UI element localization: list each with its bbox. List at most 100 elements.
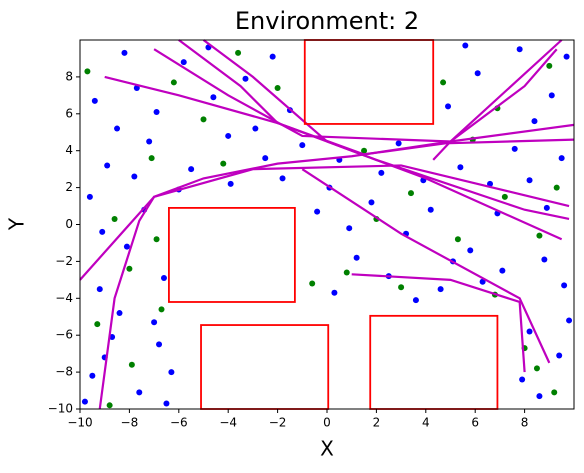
point: [407, 190, 414, 197]
y-tick-label: 8: [65, 69, 73, 83]
point: [368, 199, 375, 206]
y-tick-label: 4: [65, 143, 73, 157]
chart-title: Environment: 2: [235, 7, 419, 35]
x-tick-label: −2: [269, 416, 287, 430]
path-line: [98, 48, 558, 410]
point: [126, 265, 133, 272]
point: [309, 280, 316, 287]
point: [516, 46, 523, 53]
point: [378, 169, 385, 176]
point: [462, 42, 469, 49]
point: [440, 79, 447, 86]
point: [106, 402, 113, 409]
point: [531, 118, 538, 125]
point: [353, 254, 360, 261]
y-tick-label: 2: [65, 180, 73, 194]
x-axis-label: X: [320, 437, 334, 461]
point: [395, 140, 402, 147]
point: [123, 243, 130, 250]
point: [361, 147, 368, 154]
point: [153, 236, 160, 243]
y-tick-label: −2: [55, 254, 73, 268]
point: [188, 166, 195, 173]
y-tick-label: 0: [65, 217, 73, 231]
point: [180, 59, 187, 66]
point: [566, 317, 573, 324]
point: [153, 108, 160, 115]
point: [274, 84, 281, 91]
point: [148, 155, 155, 162]
point: [242, 75, 249, 82]
point: [225, 132, 232, 139]
point: [543, 204, 550, 211]
point: [533, 365, 540, 372]
point: [501, 193, 508, 200]
point: [114, 125, 121, 132]
point: [136, 389, 143, 396]
point: [96, 286, 103, 293]
point: [86, 193, 93, 200]
point: [412, 297, 419, 304]
point: [314, 208, 321, 215]
point: [235, 49, 242, 56]
point: [511, 145, 518, 152]
y-tick-label: −10: [48, 402, 73, 416]
point: [252, 125, 259, 132]
path-line: [79, 164, 570, 281]
point: [170, 79, 177, 86]
point: [131, 173, 138, 180]
point: [84, 68, 91, 75]
point: [163, 400, 170, 407]
point: [553, 184, 560, 191]
x-tick-label: −4: [219, 416, 237, 430]
obstacle: [168, 206, 296, 303]
point: [121, 49, 128, 56]
x-tick-label: 0: [323, 416, 331, 430]
point: [563, 53, 570, 60]
point: [541, 256, 548, 263]
point: [479, 278, 486, 285]
path-line: [432, 39, 563, 161]
point: [158, 306, 165, 313]
point: [89, 372, 96, 379]
point: [487, 180, 494, 187]
point: [146, 138, 153, 145]
point: [437, 286, 444, 293]
point: [227, 180, 234, 187]
x-tick-label: 6: [471, 416, 479, 430]
point: [499, 267, 506, 274]
point: [556, 352, 563, 359]
point: [104, 162, 111, 169]
point: [111, 215, 118, 222]
point: [210, 94, 217, 101]
point: [269, 53, 276, 60]
point: [551, 389, 558, 396]
x-tick-label: 2: [373, 416, 381, 430]
point: [526, 328, 533, 335]
point: [526, 177, 533, 184]
point: [99, 228, 106, 235]
path-line: [153, 48, 575, 143]
point: [558, 155, 565, 162]
point: [536, 393, 543, 400]
point: [427, 206, 434, 213]
point: [343, 269, 350, 276]
point: [474, 70, 481, 77]
y-tick-label: −6: [55, 328, 73, 342]
point: [457, 164, 464, 171]
point: [133, 84, 140, 91]
y-tick-label: −8: [55, 365, 73, 379]
point: [331, 289, 338, 296]
point: [561, 282, 568, 289]
point: [128, 361, 135, 368]
x-tick-label: −6: [170, 416, 188, 430]
point: [346, 225, 353, 232]
point: [156, 341, 163, 348]
point: [546, 62, 553, 69]
point: [299, 142, 306, 149]
path-line: [351, 273, 526, 373]
obstacle: [303, 39, 435, 125]
y-tick-label: 6: [65, 106, 73, 120]
point: [168, 369, 175, 376]
